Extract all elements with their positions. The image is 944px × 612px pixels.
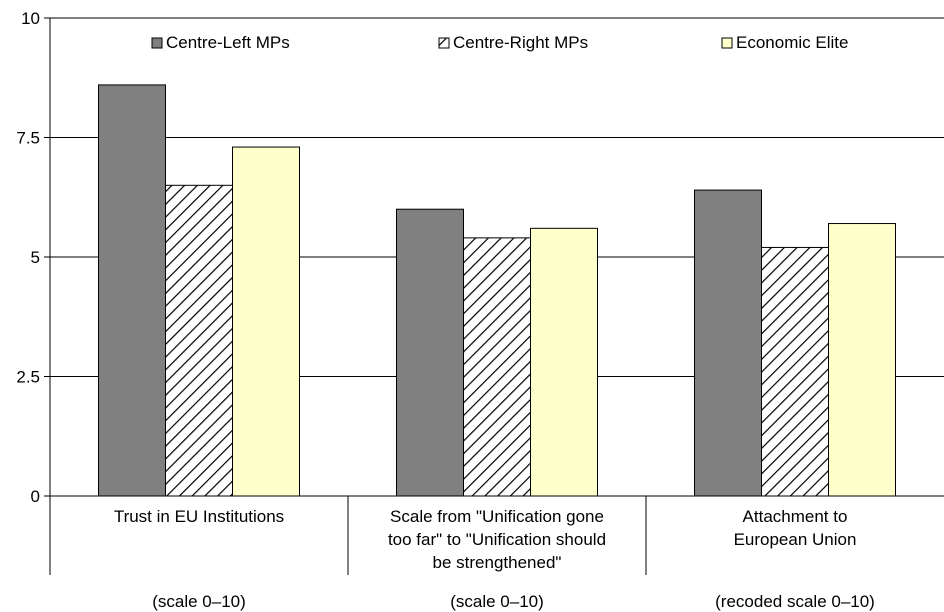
category-label: too far" to "Unification should [388, 530, 606, 549]
legend-label: Centre-Right MPs [453, 33, 588, 52]
legend-swatch [721, 37, 733, 49]
y-tick-label: 2.5 [16, 368, 40, 387]
category-label: Trust in EU Institutions [114, 507, 284, 526]
category-label: Attachment to [743, 507, 848, 526]
bars [98, 84, 896, 497]
bar [165, 184, 233, 497]
bar [694, 189, 762, 497]
bar [232, 146, 300, 497]
scale-note: (scale 0–10) [152, 592, 246, 611]
bar [463, 237, 531, 497]
category-label: Scale from "Unification gone [390, 507, 604, 526]
bar [828, 223, 896, 497]
bar [761, 246, 829, 497]
legend: Centre-Left MPs Centre-Right MPs Economic … [151, 33, 848, 52]
legend-label: Centre-Left MPs [166, 33, 290, 52]
legend-label: Economic Elite [736, 33, 848, 52]
scale-note: (scale 0–10) [450, 592, 544, 611]
category-label: European Union [734, 530, 857, 549]
y-tick-label: 7.5 [16, 129, 40, 148]
legend-swatch [151, 37, 163, 49]
y-tick-label: 0 [31, 487, 40, 506]
category-label: be strengthened" [433, 553, 562, 572]
labels: 0 2.5 5 7.5 10 Trust in EU Institutions (scale… [16, 9, 875, 611]
bar [530, 227, 598, 497]
bar [98, 84, 166, 497]
y-tick-label: 10 [21, 9, 40, 28]
scale-note: (recoded scale 0–10) [715, 592, 875, 611]
axes [44, 17, 944, 575]
legend-swatch [438, 37, 450, 49]
y-tick-label: 5 [31, 248, 40, 267]
bar [396, 208, 464, 497]
